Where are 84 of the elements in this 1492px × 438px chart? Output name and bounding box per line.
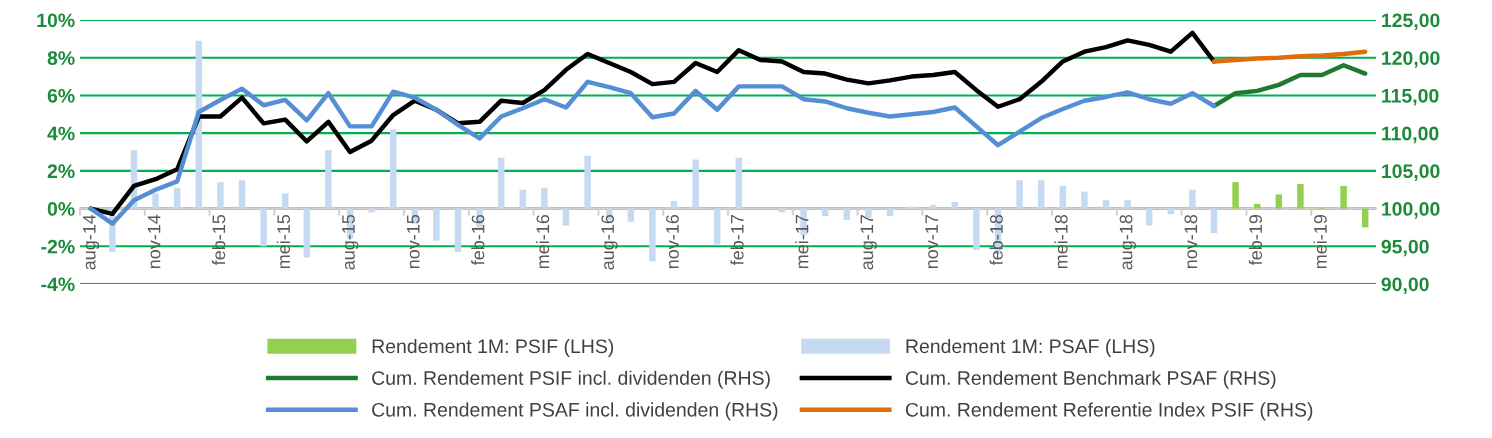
bar (1081, 191, 1088, 209)
x-tick-label: feb-17 (730, 215, 744, 266)
bar (1189, 189, 1196, 209)
x-tick-label: aug-15 (342, 214, 359, 270)
x-tick-label: nov-15 (407, 214, 420, 269)
bar (843, 208, 851, 220)
bar (562, 208, 570, 226)
bar (454, 208, 462, 252)
y2-tick-label: 105,00 (1382, 164, 1440, 181)
bar (584, 155, 591, 209)
y2-tick-label: 110,00 (1382, 126, 1439, 144)
x-tick-label: feb-18 (989, 214, 1003, 266)
y-tick-label: -4% (41, 277, 75, 292)
x-tick-label: nov-16 (666, 214, 679, 269)
x-tick-label: mei-18 (1054, 214, 1068, 269)
y-tick-label: 4% (47, 126, 75, 141)
bar (973, 208, 980, 251)
bar (713, 208, 721, 245)
x-tick-label: mei-17 (795, 215, 809, 269)
y2-tick-label: 90,00 (1381, 277, 1429, 295)
x-tick-label: mei-19 (1313, 214, 1327, 269)
bar (670, 201, 678, 209)
line-series (1211, 49, 1368, 64)
legend-label: Rendement 1M: PSIF (LHS) (372, 338, 614, 358)
y-tick-label: 10% (37, 13, 75, 28)
line-series (1211, 63, 1368, 109)
bar (1210, 208, 1218, 234)
bar (238, 180, 246, 209)
y2-tick-label: 95,00 (1381, 239, 1429, 257)
bar (951, 201, 959, 209)
bar (217, 182, 224, 209)
bar (1275, 194, 1283, 209)
y2-tick-label: 100,00 (1382, 202, 1440, 219)
legend-label: Rendement 1M: PSAF (LHS) (906, 338, 1155, 358)
y-tick-label: -2% (41, 239, 75, 254)
bar (325, 150, 332, 209)
bar (303, 208, 311, 258)
bar (649, 208, 656, 262)
bar (929, 204, 937, 209)
x-tick-label: aug-18 (1119, 214, 1137, 270)
bar (260, 208, 267, 247)
y-tick-label: 2% (47, 164, 75, 179)
bar (1253, 203, 1261, 209)
bar (519, 189, 527, 209)
bar (281, 193, 289, 209)
bar (1059, 185, 1067, 209)
y-tick-label: 6% (47, 88, 75, 103)
x-tick-label: feb-19 (1248, 214, 1263, 266)
bar (389, 129, 397, 209)
bar (1340, 185, 1347, 209)
x-tick-label: feb-15 (211, 214, 226, 266)
legend-label: Cum. Rendement PSIF incl. dividenden (RHS) (372, 370, 770, 389)
x-tick-label: aug-16 (601, 214, 618, 270)
bar (173, 187, 181, 209)
x-tick-label: nov-14 (147, 214, 161, 269)
bar (433, 208, 440, 241)
legend-label: Cum. Rendement Benchmark PSAF (RHS) (905, 370, 1276, 389)
bar (1037, 180, 1045, 209)
x-tick-label: nov-18 (1184, 214, 1198, 269)
x-tick-label: aug-14 (83, 214, 100, 270)
bar (692, 159, 699, 209)
y2-tick-label: 115,00 (1382, 88, 1439, 106)
bar (1145, 208, 1153, 226)
bar (1102, 200, 1110, 209)
bar (1297, 184, 1304, 209)
y-tick-label: 8% (47, 51, 75, 65)
legend-label: Cum. Rendement Referentie Index PSIF (RHS) (905, 402, 1313, 421)
bar (1232, 182, 1239, 209)
x-tick-label: mei-15 (276, 214, 291, 269)
y2-tick-label: 125,00 (1382, 13, 1440, 31)
y2-tick-label: 120,00 (1382, 51, 1440, 68)
x-tick-label: nov-17 (925, 215, 939, 269)
bar (152, 193, 159, 209)
bar (541, 187, 548, 209)
legend-label: Cum. Rendement PSAF incl. dividenden (RHS) (372, 402, 778, 421)
bar (497, 157, 505, 209)
bar (735, 157, 743, 209)
bar (627, 208, 635, 222)
y-tick-label: 0% (47, 202, 75, 216)
bar (1016, 180, 1023, 209)
bar (1124, 200, 1131, 209)
x-tick-label: aug-17 (860, 215, 877, 270)
x-tick-label: feb-16 (471, 214, 485, 266)
x-tick-label: mei-16 (535, 214, 550, 269)
